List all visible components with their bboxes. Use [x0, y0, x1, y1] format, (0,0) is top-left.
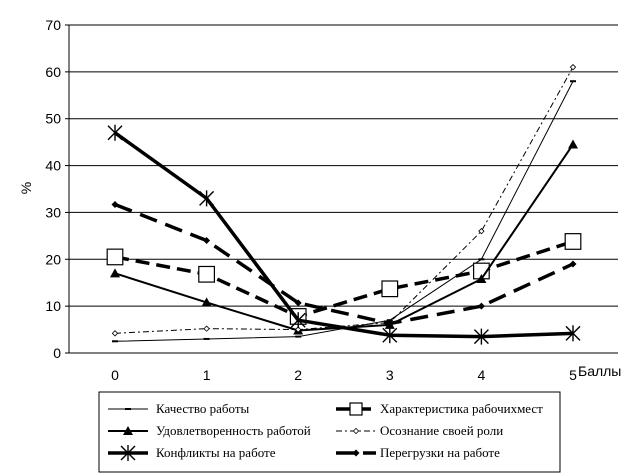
y-tick-label-70: 70	[45, 17, 61, 33]
legend-label-6: Перегрузки на работе	[380, 445, 500, 460]
series-5-point-3	[382, 327, 398, 344]
series-2-point-1	[198, 265, 216, 283]
y-tick-label-10: 10	[45, 298, 61, 314]
legend-item-5: Конфликты на работе	[108, 445, 276, 461]
x-tick-labels: 0 1 2 3 4 5	[111, 367, 577, 383]
series-6-point-1	[203, 237, 211, 245]
legend-label-5: Конфликты на работе	[156, 445, 276, 460]
series-5-point-0	[107, 124, 123, 141]
series-5-point-2	[290, 312, 306, 329]
series-2	[106, 233, 582, 325]
legend-label-2: Характеристика рабочихмест	[380, 401, 543, 416]
legend-label-1: Качество работы	[156, 401, 250, 416]
series-2-point-5	[564, 233, 582, 250]
gridlines	[69, 24, 618, 307]
series-3-point-4	[476, 273, 487, 283]
y-tick-labels: 0 10 20 30 40 50 60 70	[45, 17, 69, 361]
series-6-point-2	[294, 299, 302, 307]
series-5-point-5	[565, 325, 581, 342]
x-tick-label-2: 2	[294, 367, 302, 383]
legend-item-2: Характеристика рабочихмест	[336, 401, 543, 416]
y-tick-label-60: 60	[45, 64, 61, 80]
series-2-point-0	[106, 248, 124, 266]
x-tick-label-0: 0	[111, 367, 119, 383]
series-6-point-5	[569, 260, 577, 268]
series-3-point-0	[110, 268, 120, 278]
series-6-point-4	[477, 302, 485, 310]
x-axis-label: Баллы	[578, 363, 621, 379]
legend-item-1: Качество работы	[108, 401, 250, 416]
legend-label-3: Удовлетворенность работой	[156, 423, 311, 438]
legend-marker-6	[352, 449, 360, 457]
y-tick-label-0: 0	[53, 345, 61, 361]
y-tick-label-20: 20	[45, 251, 61, 267]
series-4-point-5	[569, 64, 577, 71]
series-4-point-2	[295, 326, 302, 333]
legend-item-3: Удовлетворенность работой	[108, 423, 311, 438]
series-2-point-3	[381, 280, 399, 298]
series-4-line	[114, 66, 574, 334]
x-tick-label-1: 1	[203, 367, 211, 383]
series-4-point-1	[203, 325, 210, 332]
series-4-point-0	[111, 330, 119, 337]
y-axis-label: %	[18, 182, 34, 194]
series-6	[111, 200, 577, 327]
series-2-line	[114, 239, 574, 319]
series-3	[110, 139, 578, 335]
legend-box	[98, 391, 561, 473]
axes	[68, 25, 618, 354]
x-tick-label-4: 4	[478, 367, 486, 383]
legend-marker-4	[352, 427, 360, 435]
series-lines	[106, 64, 582, 345]
x-tick-label-5: 5	[569, 367, 577, 383]
series-3-point-5	[568, 139, 578, 149]
legend-marker-5	[120, 445, 136, 461]
legend-item-6: Перегрузки на работе	[336, 445, 500, 460]
series-4-point-4	[478, 228, 485, 235]
series-5-point-4	[473, 328, 489, 345]
legend-label-4: Осознание своей роли	[380, 423, 503, 438]
x-tick-label-3: 3	[386, 367, 394, 383]
series-5-line	[113, 131, 574, 339]
series-5-point-1	[199, 190, 215, 207]
y-tick-label-40: 40	[45, 158, 61, 174]
y-tick-label-50: 50	[45, 111, 61, 127]
legend-marker-3	[123, 426, 133, 435]
series-6-line	[114, 202, 574, 326]
series-6-point-3	[386, 319, 394, 327]
series-6-point-0	[111, 200, 119, 208]
series-5	[107, 124, 581, 345]
y-tick-label-30: 30	[45, 204, 61, 220]
legend-item-4: Осознание своей роли	[336, 423, 503, 438]
legend: Качество работы Характеристика рабочихмес…	[98, 391, 561, 473]
legend-marker-2	[349, 402, 363, 416]
series-3-point-1	[201, 297, 212, 307]
